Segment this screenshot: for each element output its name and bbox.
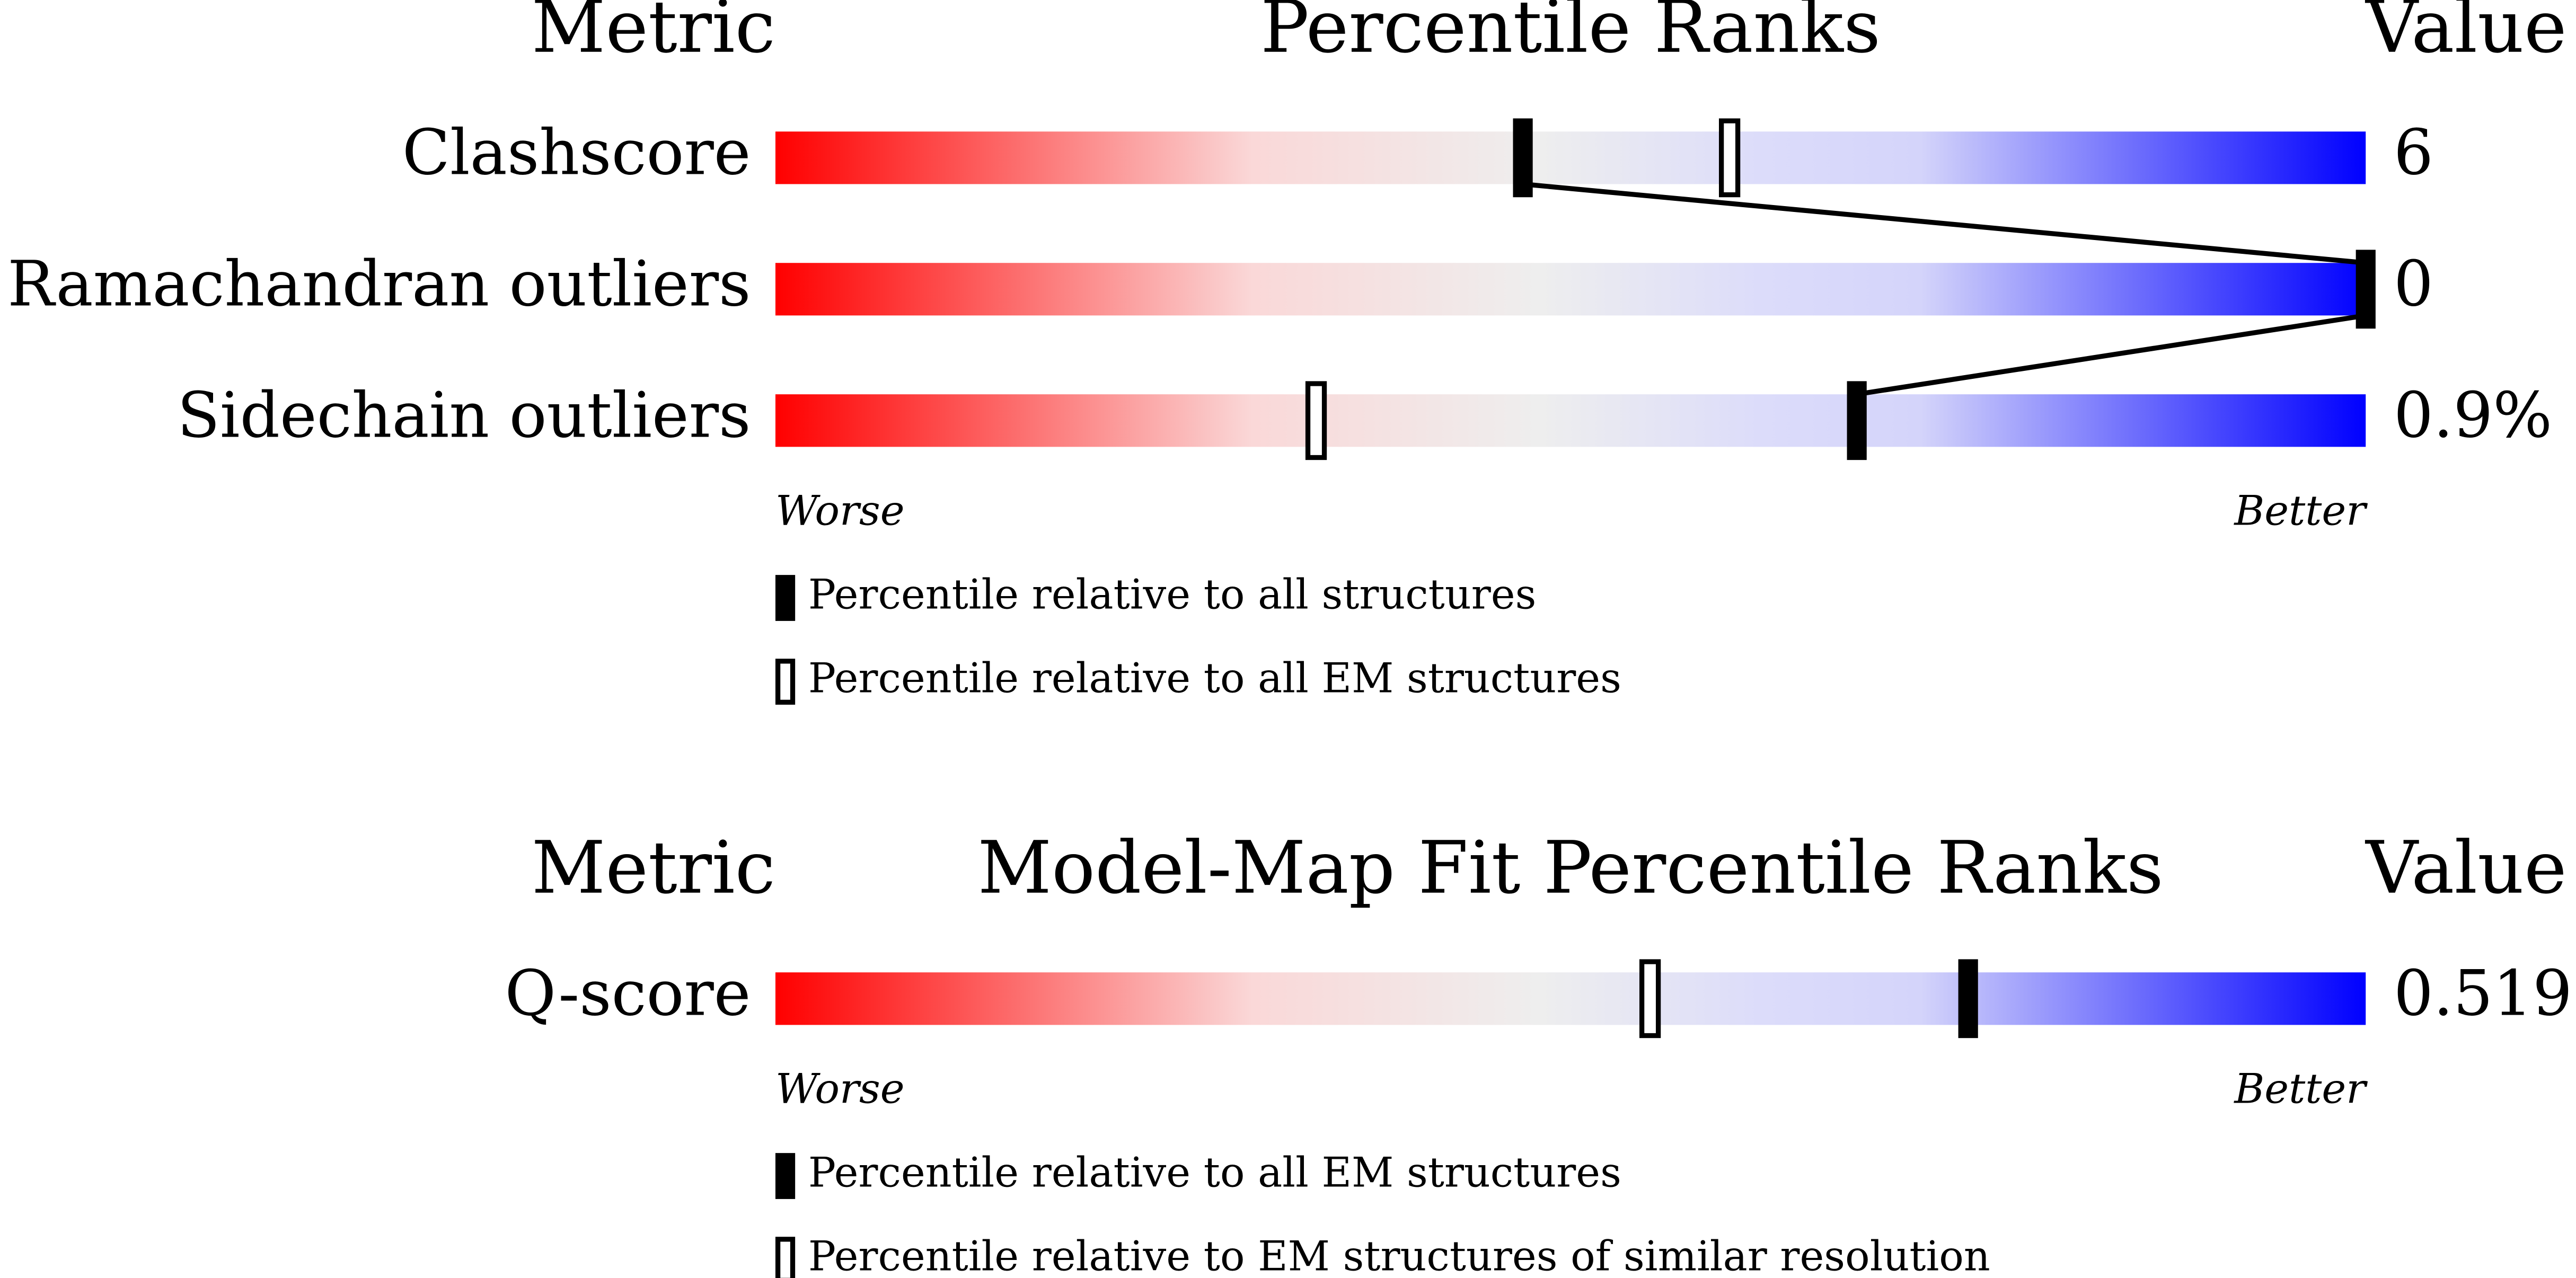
legend-filled-icon xyxy=(775,575,796,621)
filled-marker xyxy=(1513,118,1533,198)
better-label: Better xyxy=(2233,487,2368,535)
metric-value: 0.519 xyxy=(2394,957,2572,1030)
legend-filled-icon xyxy=(775,1153,796,1199)
legend-open-text: Percentile relative to EM structures of … xyxy=(808,1233,1990,1278)
metric-header: Metric xyxy=(532,0,775,69)
open-marker xyxy=(1639,959,1661,1039)
metric-header: Metric xyxy=(532,826,775,910)
legend-filled-text: Percentile relative to all structures xyxy=(808,571,1536,619)
filled-marker xyxy=(1958,959,1978,1039)
better-label: Better xyxy=(2233,1065,2368,1113)
worse-label: Worse xyxy=(775,1065,905,1113)
panel-title: Percentile Ranks xyxy=(1260,0,1881,69)
percentile-bar xyxy=(775,131,2366,184)
metric-label: Q-score xyxy=(505,957,751,1030)
value-header: Value xyxy=(2365,0,2566,69)
metric-value: 0 xyxy=(2394,247,2433,320)
metric-label: Ramachandran outliers xyxy=(7,247,751,320)
legend-open-text: Percentile relative to all EM structures xyxy=(808,655,1621,703)
connector xyxy=(1522,181,2366,265)
percentile-bar xyxy=(775,263,2366,316)
open-marker xyxy=(1718,118,1741,198)
metric-value: 0.9% xyxy=(2394,379,2552,451)
metric-value: 6 xyxy=(2394,116,2433,189)
connector xyxy=(1856,313,2366,397)
worse-label: Worse xyxy=(775,487,905,535)
percentile-bar xyxy=(775,394,2366,447)
panel-title: Model-Map Fit Percentile Ranks xyxy=(977,826,2163,910)
legend-filled-text: Percentile relative to all EM structures xyxy=(808,1149,1621,1197)
value-header: Value xyxy=(2365,826,2566,910)
filled-marker xyxy=(2356,250,2376,329)
open-marker xyxy=(1305,381,1327,460)
metric-label: Sidechain outliers xyxy=(177,379,751,451)
filled-marker xyxy=(1847,381,1867,460)
metric-label: Clashscore xyxy=(402,116,751,189)
legend-open-icon xyxy=(775,659,796,705)
legend-open-icon xyxy=(775,1237,796,1278)
percentile-bar xyxy=(775,972,2366,1025)
